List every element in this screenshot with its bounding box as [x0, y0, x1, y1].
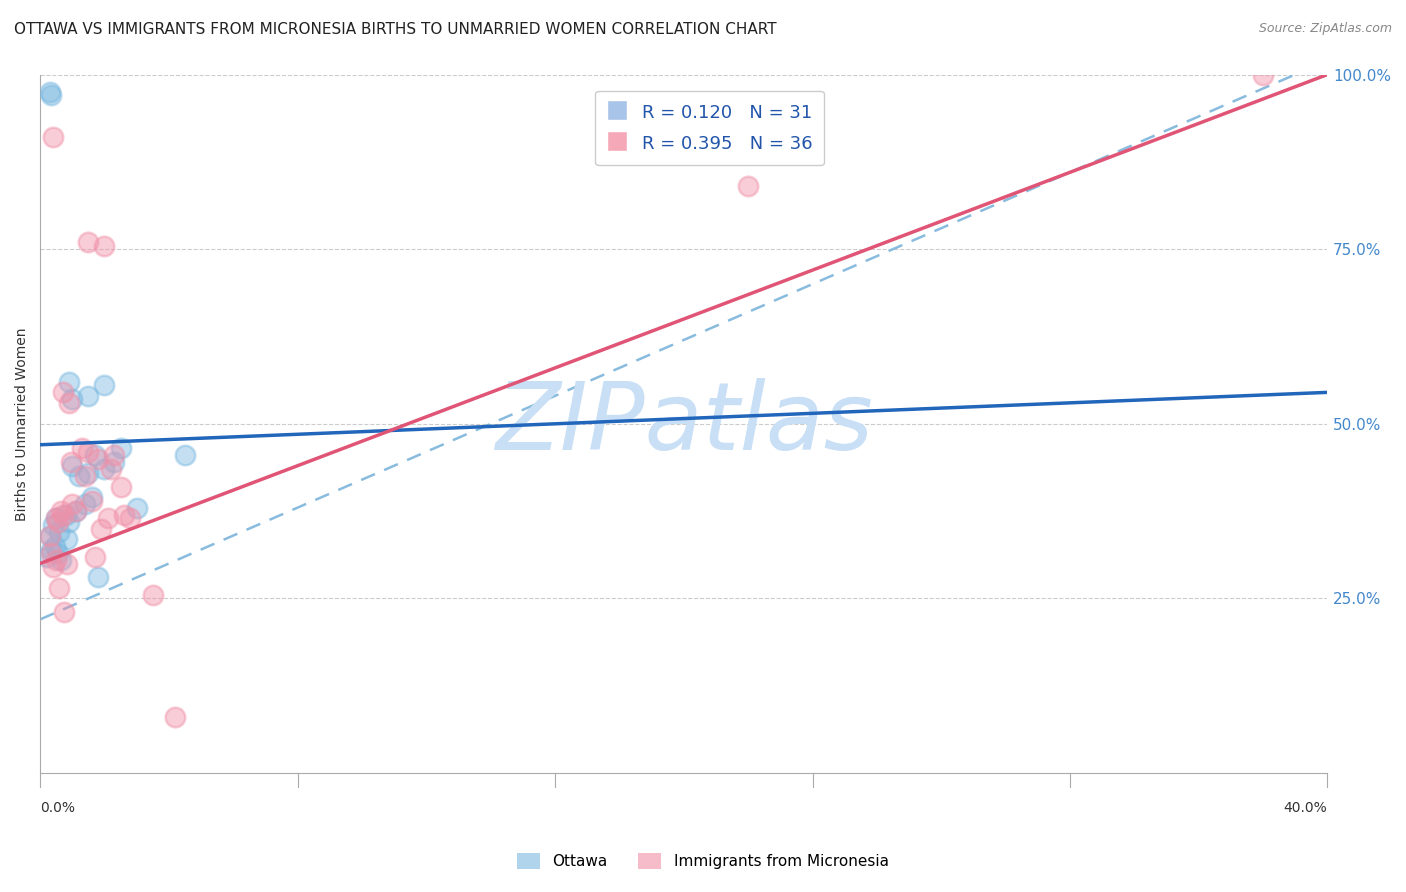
- Point: [42, 130, 65, 145]
- Point: [1251, 68, 1274, 82]
- Point: [87, 570, 110, 584]
- Legend: Ottawa, Immigrants from Micronesia: Ottawa, Immigrants from Micronesia: [512, 847, 894, 875]
- Point: [59, 455, 82, 469]
- Point: [77, 444, 100, 458]
- Point: [46, 546, 69, 560]
- Point: [55, 508, 77, 522]
- Point: [100, 462, 122, 476]
- Text: ZIPatlas: ZIPatlas: [495, 378, 873, 469]
- Point: [58, 396, 80, 410]
- Text: 0.0%: 0.0%: [41, 801, 75, 815]
- Point: [49, 504, 72, 518]
- Point: [165, 710, 187, 724]
- Point: [112, 508, 135, 522]
- Point: [48, 581, 70, 595]
- Point: [103, 455, 125, 469]
- Point: [44, 539, 66, 553]
- Point: [110, 480, 132, 494]
- Point: [87, 451, 110, 466]
- Point: [77, 389, 100, 403]
- Point: [65, 504, 87, 518]
- Legend: R = 0.120   N = 31, R = 0.395   N = 36: R = 0.120 N = 31, R = 0.395 N = 36: [595, 90, 824, 165]
- Point: [48, 525, 70, 540]
- Point: [38, 528, 60, 542]
- Point: [97, 511, 120, 525]
- Text: 40.0%: 40.0%: [1284, 801, 1327, 815]
- Point: [77, 235, 100, 249]
- Point: [93, 378, 115, 392]
- Point: [45, 511, 67, 525]
- Point: [93, 238, 115, 252]
- Point: [77, 466, 100, 480]
- Point: [80, 493, 103, 508]
- Point: [53, 606, 76, 620]
- Point: [65, 504, 87, 518]
- Point: [75, 469, 97, 483]
- Point: [67, 469, 90, 483]
- Point: [83, 549, 105, 564]
- Point: [58, 515, 80, 529]
- Point: [174, 448, 197, 462]
- Point: [93, 462, 115, 476]
- Point: [42, 560, 65, 574]
- Point: [60, 392, 83, 407]
- Point: [110, 442, 132, 456]
- Point: [35, 549, 58, 564]
- Point: [80, 490, 103, 504]
- Point: [90, 522, 112, 536]
- Point: [120, 511, 142, 525]
- Point: [103, 448, 125, 462]
- Point: [52, 508, 75, 522]
- Y-axis label: Births to Unmarried Women: Births to Unmarried Women: [15, 327, 30, 521]
- Point: [52, 385, 75, 400]
- Point: [75, 497, 97, 511]
- Point: [56, 532, 79, 546]
- Point: [41, 542, 63, 557]
- Point: [42, 518, 65, 533]
- Point: [83, 448, 105, 462]
- Point: [60, 497, 83, 511]
- Point: [737, 179, 759, 194]
- Point: [125, 500, 148, 515]
- Point: [60, 458, 83, 473]
- Point: [46, 515, 69, 529]
- Point: [41, 88, 63, 103]
- Point: [45, 511, 67, 525]
- Point: [142, 588, 165, 602]
- Point: [56, 557, 79, 571]
- Point: [58, 375, 80, 389]
- Point: [38, 85, 60, 99]
- Point: [49, 553, 72, 567]
- Point: [70, 442, 93, 456]
- Point: [41, 546, 63, 560]
- Point: [38, 528, 60, 542]
- Point: [45, 553, 67, 567]
- Text: OTTAWA VS IMMIGRANTS FROM MICRONESIA BIRTHS TO UNMARRIED WOMEN CORRELATION CHART: OTTAWA VS IMMIGRANTS FROM MICRONESIA BIR…: [14, 22, 776, 37]
- Text: Source: ZipAtlas.com: Source: ZipAtlas.com: [1258, 22, 1392, 36]
